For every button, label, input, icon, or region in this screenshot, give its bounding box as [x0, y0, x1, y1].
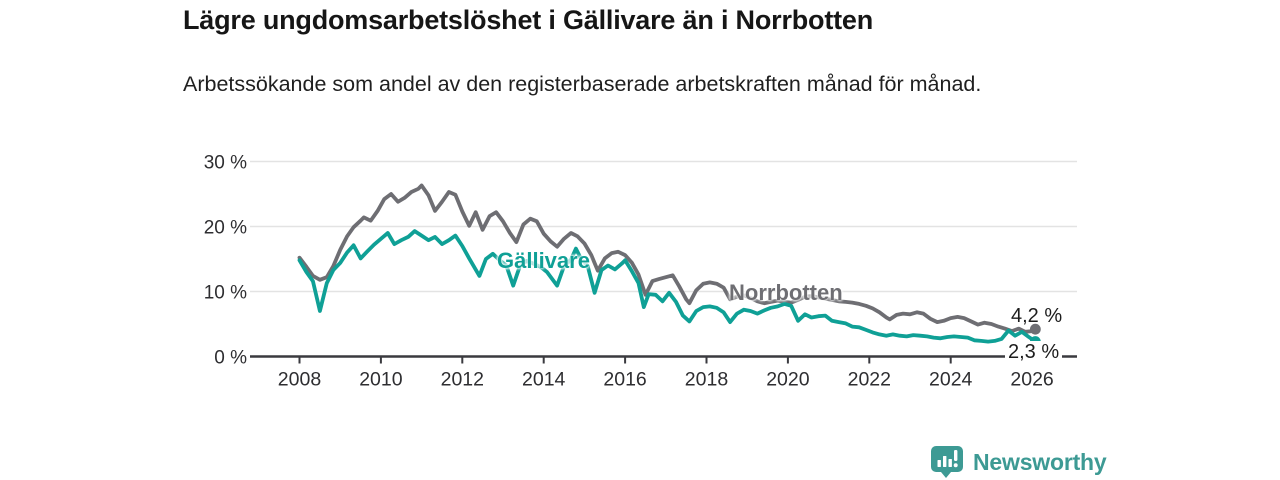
- newsworthy-wordmark: Newsworthy: [973, 448, 1107, 475]
- end-value-label-norrbotten: 4,2 %: [1011, 305, 1063, 327]
- y-axis-label-30: 30 %: [204, 153, 247, 174]
- x-axis-label-2010: 2010: [359, 369, 403, 391]
- y-axis-label-0: 0 %: [214, 348, 247, 369]
- series-label-norrbotten: Norrbotten: [729, 280, 843, 305]
- page-title: Lägre ungdomsarbetslöshet i Gällivare än…: [183, 5, 874, 35]
- x-axis-label-2020: 2020: [766, 369, 810, 391]
- newsworthy-logo-icon: [931, 446, 963, 478]
- x-axis-label-2018: 2018: [685, 369, 728, 391]
- x-axis-label-2022: 2022: [848, 369, 891, 391]
- series-label-gallivare: Gällivare: [497, 248, 590, 273]
- x-axis-label-2026: 2026: [1010, 369, 1053, 391]
- y-axis-label-10: 10 %: [204, 283, 247, 304]
- x-axis-label-2008: 2008: [278, 369, 321, 391]
- x-axis-label-2024: 2024: [929, 369, 973, 391]
- x-axis-label-2014: 2014: [522, 369, 566, 391]
- y-axis-label-20: 20 %: [204, 218, 247, 239]
- newsworthy-brand-link[interactable]: Newsworthy: [930, 444, 1107, 480]
- series-line-gällivare: [297, 229, 1038, 344]
- end-value-label-gallivare: 2,3 %: [1005, 341, 1063, 364]
- x-axis-label-2012: 2012: [441, 369, 484, 391]
- chart-subtitle: Arbetssökande som andel av den registerb…: [183, 72, 982, 96]
- series-line-norrbotten: [297, 183, 1038, 334]
- series-end-dot-norrbotten: [1029, 323, 1041, 335]
- x-axis-label-2016: 2016: [603, 369, 646, 391]
